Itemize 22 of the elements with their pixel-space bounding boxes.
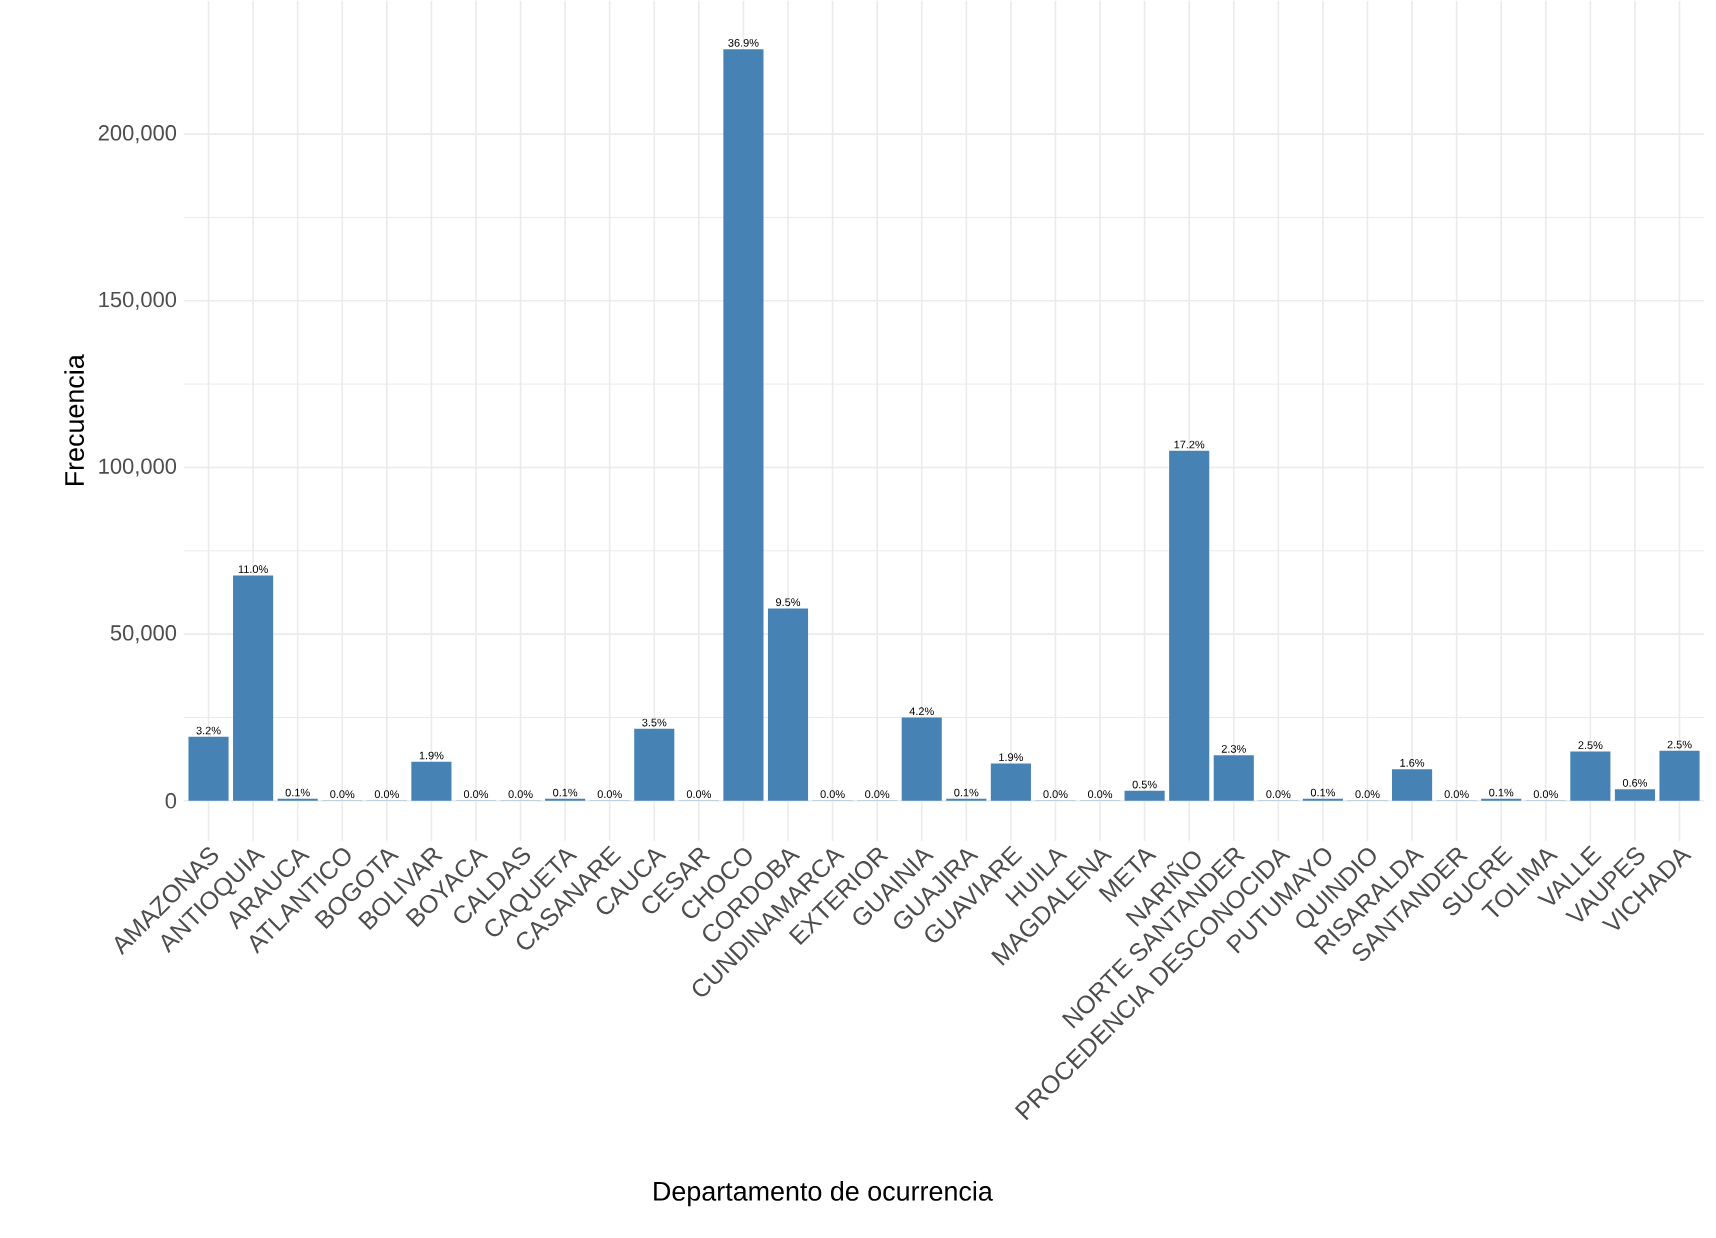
bar — [188, 736, 229, 801]
bar — [1659, 750, 1700, 801]
y-tick-label: 200,000 — [98, 124, 177, 143]
bar — [1614, 788, 1655, 801]
bar — [1570, 751, 1611, 801]
bar — [1392, 768, 1433, 801]
bar — [1213, 754, 1254, 801]
bar — [634, 728, 675, 801]
y-tick-label: 50,000 — [110, 624, 177, 643]
bar — [901, 717, 942, 801]
bar — [1124, 790, 1165, 801]
y-tick-label: 100,000 — [99, 458, 177, 477]
bar — [411, 761, 452, 801]
bar — [723, 48, 764, 801]
bar — [233, 575, 274, 801]
y-tick-label: 0 — [165, 792, 177, 809]
bar — [1169, 450, 1210, 801]
y-axis-title: Frecuencia — [64, 353, 85, 485]
x-axis-title: Departamento de ocurrencia — [654, 1180, 993, 1206]
bar — [767, 608, 809, 801]
y-tick-label: 150,000 — [99, 291, 177, 310]
bar — [990, 763, 1031, 801]
